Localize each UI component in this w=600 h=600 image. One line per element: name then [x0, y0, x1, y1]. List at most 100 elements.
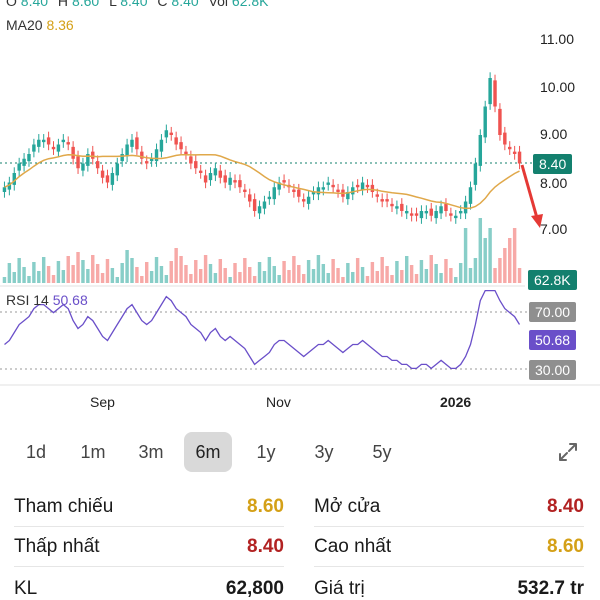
volume-bar — [140, 276, 144, 283]
low-key: L — [109, 0, 117, 9]
volume-bar — [76, 252, 80, 283]
candle-body — [252, 199, 257, 211]
candle-body — [91, 151, 95, 159]
candle-body — [56, 144, 61, 152]
ohlc-readout: O 8.40 H 8.60 L 8.40 C 8.40 Vol 62.8K — [6, 0, 275, 9]
volume-bar — [257, 262, 262, 283]
volume-bar — [100, 273, 105, 283]
price-tick-10: 10.00 — [540, 79, 576, 95]
candle-body — [95, 161, 100, 169]
volume-bar — [444, 259, 448, 283]
low-stat-value: 8.40 — [247, 536, 284, 557]
tab-1y[interactable]: 1y — [256, 442, 276, 462]
volume-key: Vol — [208, 0, 229, 9]
volume-bar — [213, 273, 218, 283]
volume-bar — [326, 273, 330, 283]
price-tick-9: 9.00 — [540, 126, 568, 142]
ma-legend: MA20 8.36 — [6, 17, 74, 33]
candle-body — [22, 158, 26, 166]
candle-body — [400, 203, 404, 211]
volume-bar — [228, 277, 232, 283]
volume-stat-value: 62,800 — [225, 578, 284, 599]
volume-bar — [115, 277, 119, 283]
volume-bar — [159, 266, 164, 283]
candle-body — [37, 139, 41, 147]
volume-bar — [91, 255, 95, 283]
volume-bar — [409, 265, 414, 283]
high-value: 8.60 — [71, 0, 100, 9]
volume-bar — [262, 271, 267, 283]
tab-3m[interactable]: 3m — [138, 442, 164, 462]
candle-body — [223, 175, 227, 183]
candle-body — [145, 161, 149, 164]
tab-6m[interactable]: 6m — [184, 432, 232, 472]
candle-body — [370, 184, 375, 192]
volume-bar — [61, 270, 66, 283]
candle-body — [27, 154, 31, 162]
value-stat-value: 532.7 tr — [517, 578, 584, 599]
stat-low: Thấp nhất 8.40 — [14, 536, 284, 576]
volume-bar — [365, 276, 370, 283]
volume-bar — [27, 276, 31, 283]
divider — [14, 566, 284, 567]
volume-bar — [517, 268, 522, 283]
tab-1m[interactable]: 1m — [80, 442, 106, 462]
volume-bar — [267, 257, 272, 283]
candle-body — [164, 130, 169, 138]
open-stat-value: 8.40 — [547, 496, 584, 517]
candle-body — [66, 142, 70, 145]
candle-body — [306, 196, 311, 204]
candle-body — [434, 211, 438, 219]
volume-bar — [351, 272, 355, 283]
candle-body — [262, 201, 267, 209]
volume-label: KL — [14, 578, 38, 599]
volume-bar — [238, 272, 242, 283]
tab-5y[interactable]: 5y — [372, 442, 392, 462]
high-stat-value: 8.60 — [547, 536, 584, 557]
candlestick-chart[interactable] — [0, 0, 600, 420]
candle-body — [375, 194, 379, 197]
volume-bar — [233, 263, 237, 283]
candle-body — [86, 154, 90, 166]
candle-body — [238, 180, 242, 188]
candle-body — [473, 163, 478, 185]
candle-body — [243, 189, 247, 192]
volume-bar — [95, 264, 100, 283]
price-chart[interactable]: O 8.40 H 8.60 L 8.40 C 8.40 Vol 62.8K MA… — [0, 0, 600, 420]
open-label: Mở cửa — [314, 496, 381, 517]
close-key: C — [157, 0, 168, 9]
rsi-current-badge: 50.68 — [529, 330, 577, 350]
candle-body — [463, 201, 468, 214]
candle-body — [301, 199, 306, 202]
volume-bar — [400, 270, 404, 283]
candle-body — [46, 137, 51, 145]
candle-body — [351, 187, 355, 195]
candle-body — [380, 199, 384, 202]
candle-body — [228, 177, 232, 185]
rsi-lower-badge: 30.00 — [529, 360, 577, 380]
candle-body — [272, 187, 276, 200]
range-tabs: 1d 1m 3m 6m 1y 3y 5y — [10, 432, 590, 472]
volume-bar — [458, 263, 463, 283]
divider — [314, 566, 584, 567]
candle-body — [468, 187, 473, 204]
volume-bar — [297, 265, 301, 283]
volume-bar — [512, 228, 517, 283]
divider — [14, 526, 284, 527]
volume-bar — [355, 258, 360, 283]
candle-body — [115, 163, 119, 176]
candle-body — [483, 106, 487, 138]
volume-bar — [375, 271, 379, 283]
volume-bar — [149, 271, 154, 283]
tab-1d[interactable]: 1d — [25, 442, 47, 462]
volume-bar — [287, 270, 291, 283]
tab-3y[interactable]: 3y — [314, 442, 334, 462]
rsi-legend: RSI 14 50.68 — [6, 292, 88, 308]
candle-body — [184, 151, 188, 154]
volume-bar — [41, 257, 46, 283]
volume-bar — [429, 255, 433, 283]
candle-body — [2, 187, 7, 192]
candle-body — [159, 139, 164, 152]
expand-icon[interactable] — [556, 440, 580, 464]
candle-body — [414, 213, 419, 216]
